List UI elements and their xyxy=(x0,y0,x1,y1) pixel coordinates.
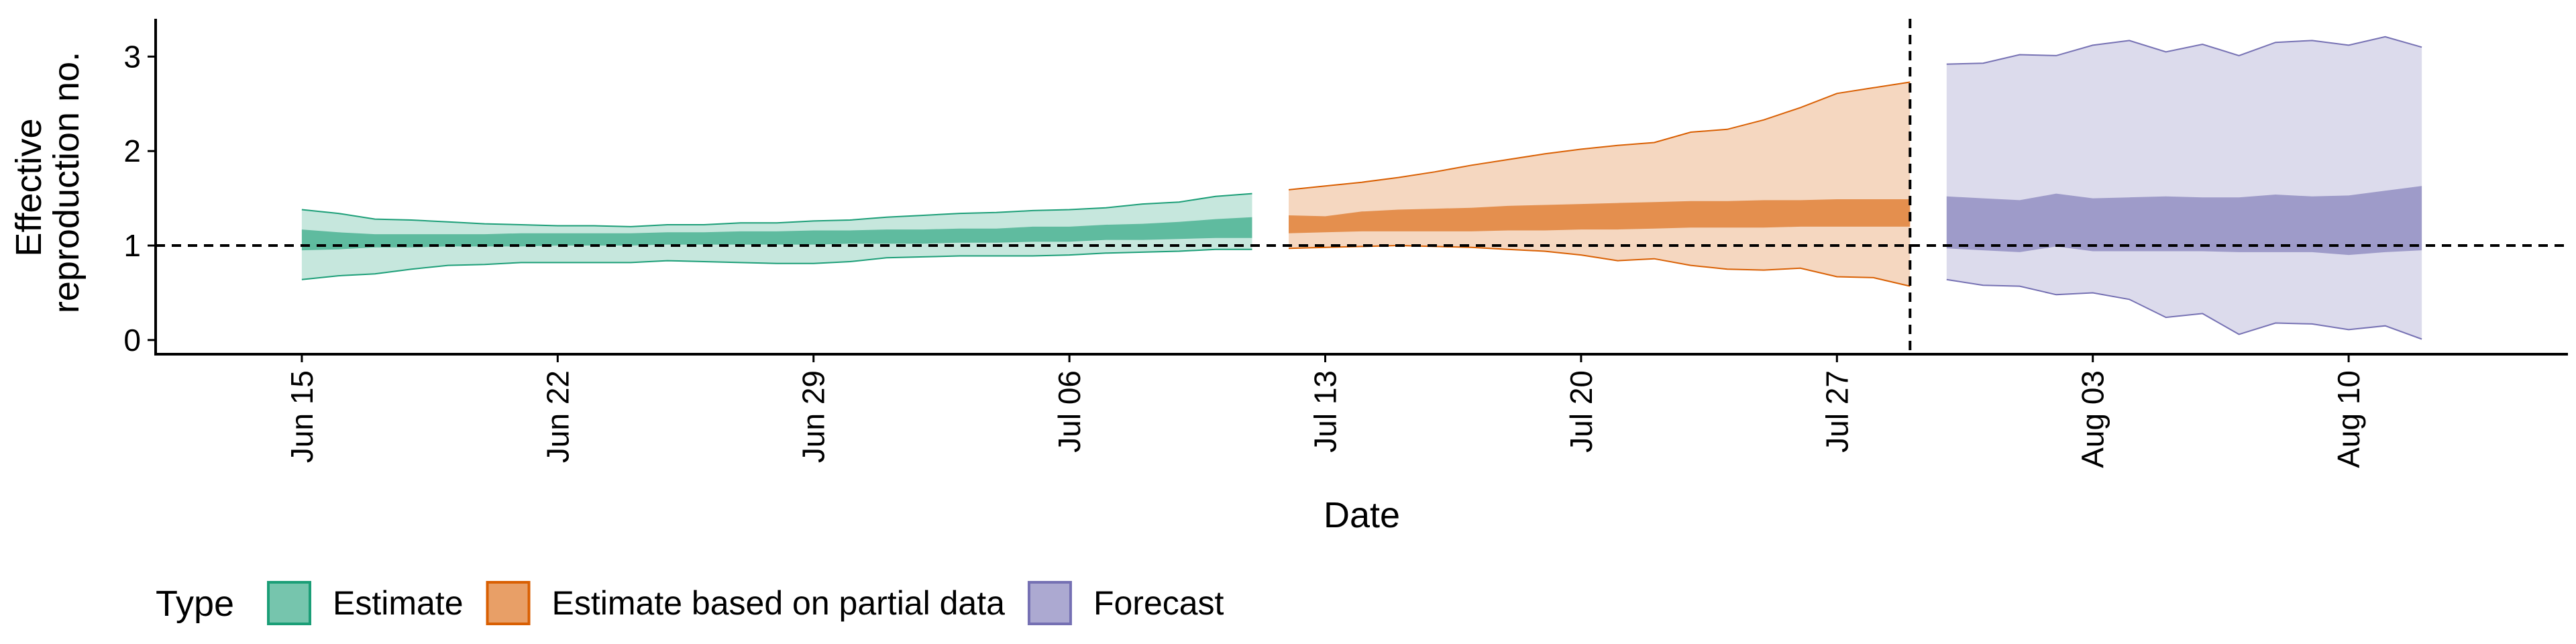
y-tick-label: 3 xyxy=(123,39,141,74)
estimate-50-interval xyxy=(301,217,1252,251)
estimate-based-on-partial-data-lower-edge xyxy=(1288,244,1911,287)
reference-lines xyxy=(156,19,2568,354)
legend-label-forecast: Forecast xyxy=(1093,584,1224,622)
estimate-based-on-partial-data-upper-edge xyxy=(1288,81,1911,191)
forecast-50-interval xyxy=(1946,186,2422,256)
y-tick-label: 0 xyxy=(123,323,141,358)
y-tick-label: 1 xyxy=(123,228,141,263)
y-axis-label-line-2: reproduction no. xyxy=(46,52,87,313)
estimate-based-on-partial-data-50-interval xyxy=(1289,199,1911,233)
legend-label-estimate-based-on-partial-data: Estimate based on partial data xyxy=(552,584,1006,622)
x-tick-label: Jul 20 xyxy=(1564,370,1599,453)
forecast-upper-edge xyxy=(1946,36,2422,65)
legend-key-forecast xyxy=(1027,581,1072,625)
legend-key-estimate-based-on-partial-data xyxy=(486,581,531,625)
estimate-upper-edge xyxy=(301,193,1252,227)
x-tick-label: Jun 22 xyxy=(540,370,575,463)
legend-key-estimate xyxy=(267,581,311,625)
x-tick-label: Jun 15 xyxy=(284,370,319,463)
estimate-based-on-partial-data-90-interval xyxy=(1289,82,1911,286)
x-tick-label: Aug 03 xyxy=(2076,370,2110,468)
y-tick-label: 2 xyxy=(123,133,141,168)
x-tick-label: Jul 13 xyxy=(1308,370,1343,453)
x-tick-label: Jul 27 xyxy=(1819,370,1854,453)
legend-title: Type xyxy=(156,584,234,624)
x-axis-label: Date xyxy=(1324,495,1400,535)
axes: 0 1 2 3 Jun 15 Jun 22 Jun 29 Jul 06 Jul 13 Jul 20… xyxy=(123,19,2568,468)
forecast-lower-edge xyxy=(1946,278,2422,340)
x-tick-label: Jul 06 xyxy=(1052,370,1087,453)
legend-label-estimate: Estimate xyxy=(333,584,464,622)
y-axis-label-line-1: Effective xyxy=(9,118,49,256)
x-tick-label: Aug 10 xyxy=(2331,370,2366,468)
uncertainty-bands xyxy=(301,36,2422,340)
estimate-lower-edge xyxy=(301,248,1252,280)
y-axis-label: Effective reproduction no. xyxy=(9,52,87,313)
x-tick-label: Jun 29 xyxy=(796,370,831,463)
forecast-90-interval xyxy=(1946,36,2422,339)
legend: Type Estimate Estimate based on partial d… xyxy=(156,581,1224,625)
